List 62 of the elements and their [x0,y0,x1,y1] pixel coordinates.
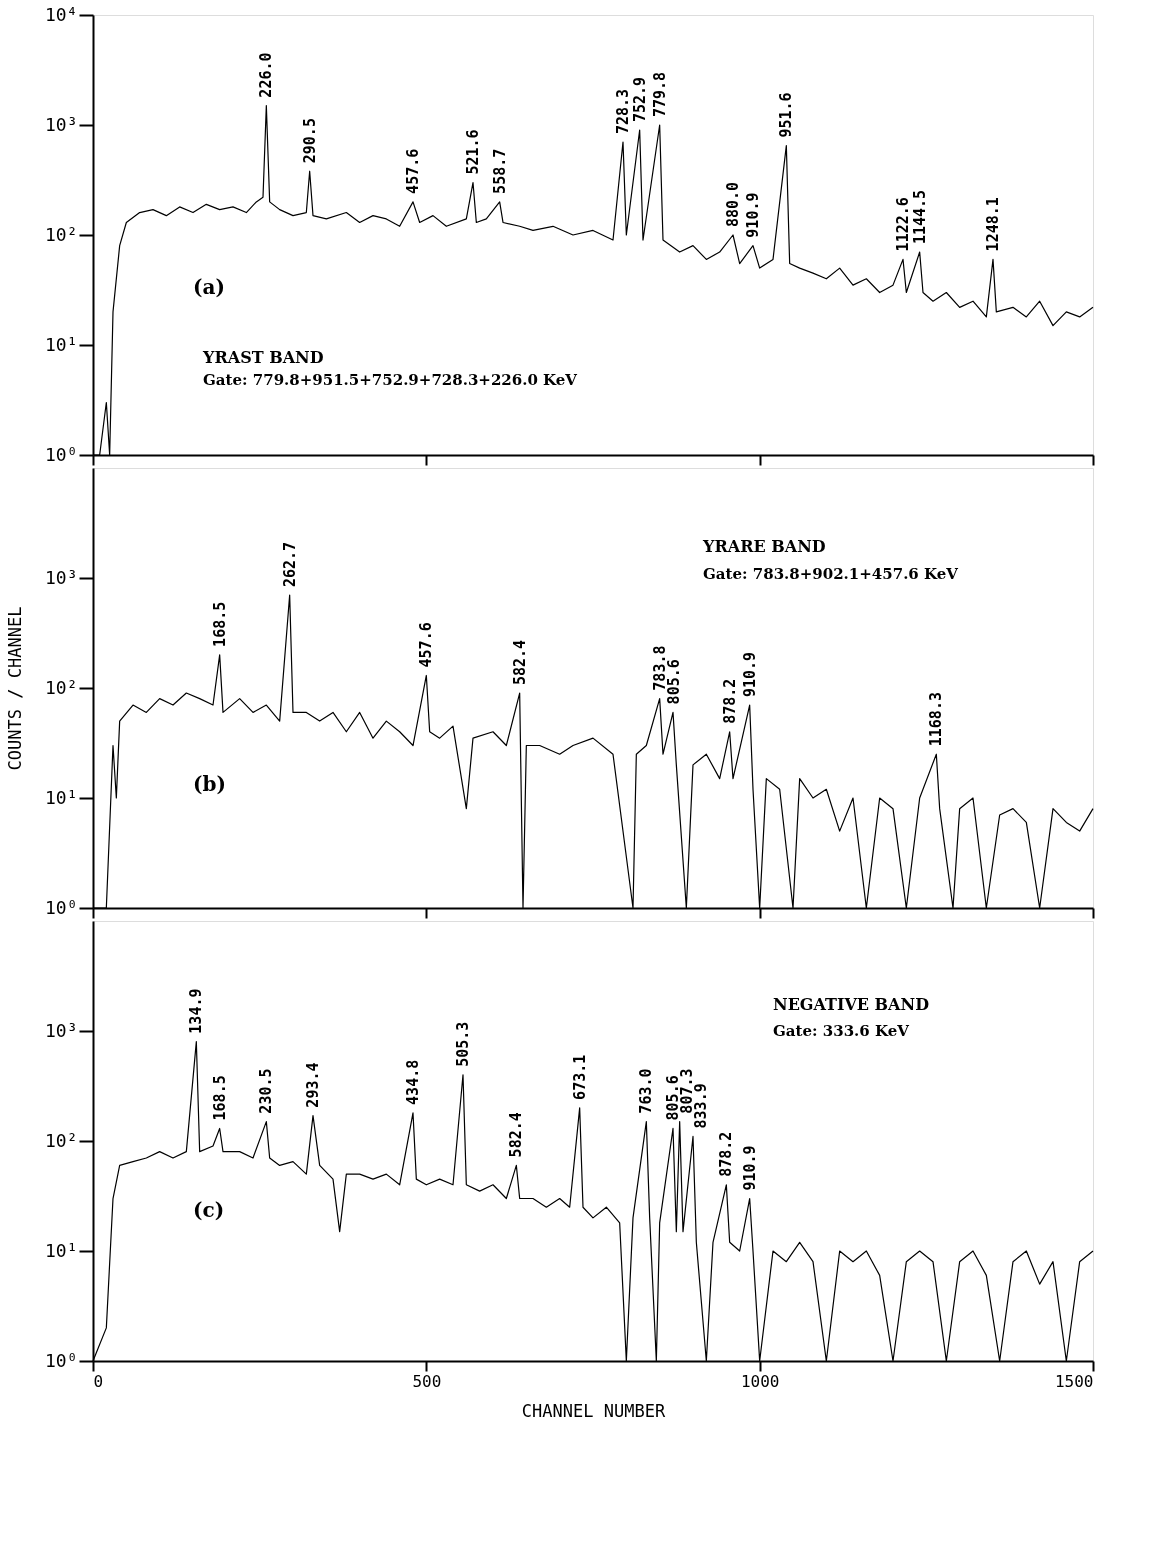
annotation: 779.8 [650,71,669,117]
annotation: Gate: 779.8+951.5+752.9+728.3+226.0 KeV [203,371,578,390]
x-axis-title: CHANNEL NUMBER [521,1400,666,1421]
annotation: 505.3 [454,1021,472,1067]
annotation: 878.2 [720,678,739,724]
annotation: NEGATIVE BAND [773,994,930,1014]
annotation: 805.6 [664,659,683,705]
annotation: 878.2 [717,1131,736,1177]
y-tick-label: 10³ [44,1019,78,1041]
y-tick-label: 10¹ [44,1239,78,1261]
annotation: 226.0 [257,52,276,98]
annotation: (a) [193,274,225,299]
annotation: 582.4 [510,639,529,686]
y-tick-label: 10³ [44,566,78,588]
annotation: 290.5 [300,118,319,164]
annotation: 728.3 [614,88,632,135]
annotation: 168.5 [210,1075,229,1121]
annotation: 521.6 [464,129,482,175]
y-tick-label: 10² [44,1129,78,1151]
y-tick-label: 10⁰ [44,896,78,918]
y-tick-label: 10² [44,676,78,698]
annotation: 833.9 [692,1083,710,1129]
annotation: 763.0 [637,1068,656,1114]
annotation: 230.5 [257,1068,276,1114]
annotation: 1122.6 [894,197,912,252]
x-tick-label: 0 [93,1371,104,1391]
y-tick-label: 10⁰ [44,443,78,465]
annotation: 910.9 [740,651,759,698]
y-tick-label: 10¹ [44,786,78,808]
annotation: 134.9 [187,988,206,1034]
annotation: 582.4 [507,1112,526,1158]
y-tick-label: 10⁴ [44,3,78,25]
annotation: 752.9 [630,76,649,123]
annotation: YRAST BAND [202,348,324,368]
annotation: 1168.3 [927,692,946,747]
annotation: 558.7 [490,148,509,194]
y-tick-label: 10⁰ [44,1349,78,1371]
annotation: 910.9 [744,192,762,238]
annotation: 434.8 [404,1059,422,1105]
y-axis-title: COUNTS / CHANNEL [4,606,25,771]
annotation: 1144.5 [910,189,929,245]
annotation: 673.1 [570,1054,589,1100]
annotation: 910.9 [740,1145,759,1191]
x-tick-label: 500 [412,1371,442,1391]
annotation: 880.0 [724,181,742,227]
annotation: YRARE BAND [702,537,826,557]
annotation: 457.6 [404,148,422,194]
annotation: 457.6 [417,622,436,668]
y-tick-label: 10² [44,223,78,245]
y-tick-label: 10³ [44,113,78,135]
annotation: (b) [193,771,226,796]
y-tick-label: 10¹ [44,333,78,355]
annotation: 951.6 [777,92,796,138]
annotation: Gate: 783.8+902.1+457.6 KeV [703,564,959,583]
x-tick-label: 1000 [740,1371,780,1391]
annotation: Gate: 333.6 KeV [773,1022,910,1040]
annotation: 168.5 [210,601,229,647]
x-tick-label: 1500 [1054,1371,1094,1391]
annotation: (c) [193,1198,225,1223]
annotation: 293.4 [304,1062,322,1108]
annotation: 1248.1 [984,197,1002,252]
annotation: 262.7 [280,541,299,588]
